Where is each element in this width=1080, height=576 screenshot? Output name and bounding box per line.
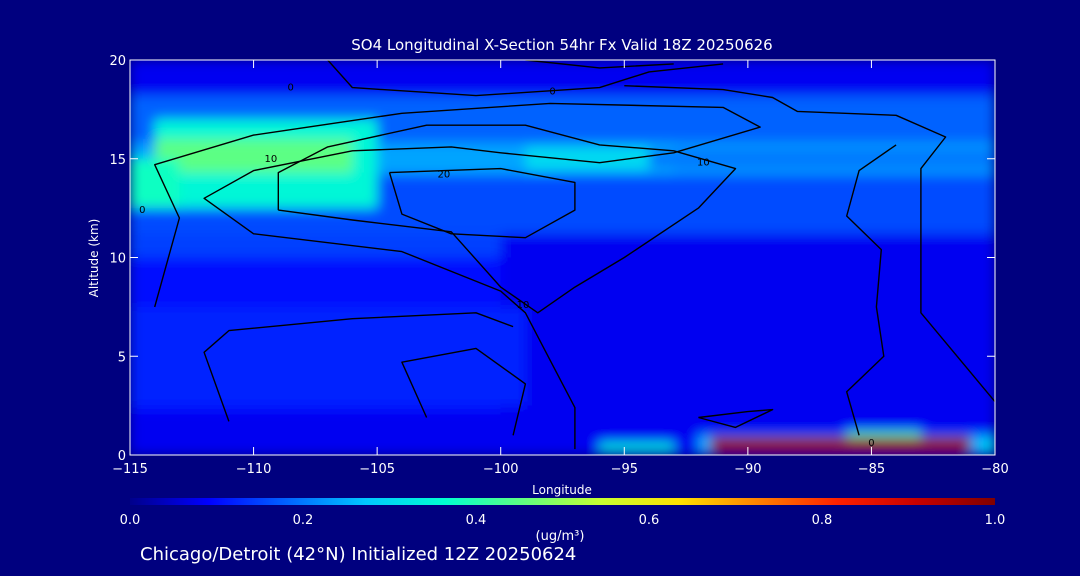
x-tick-label: −110 bbox=[236, 462, 272, 477]
y-tick-label: 5 bbox=[118, 350, 126, 365]
field-cell bbox=[154, 139, 353, 173]
contour-line-0 bbox=[525, 60, 674, 69]
colorbar-gradient bbox=[130, 498, 995, 505]
x-tick-label: −80 bbox=[981, 462, 1008, 477]
colorbar-tick-label: 0.8 bbox=[812, 513, 833, 528]
x-axis: −115 −110 −105 −100 −95 −90 −85 −80 bbox=[112, 60, 1009, 477]
field-cell bbox=[649, 148, 995, 169]
y-tick-label: 15 bbox=[109, 153, 126, 168]
y-axis: 0 5 10 15 20 bbox=[109, 54, 995, 464]
y-axis-label: Altitude (km) bbox=[87, 219, 101, 298]
y-tick-label: 20 bbox=[109, 54, 126, 69]
contour-label: 20 bbox=[438, 170, 451, 181]
field-cell bbox=[599, 443, 674, 452]
contour-line-20 bbox=[388, 167, 576, 239]
contour-label: 0 bbox=[139, 205, 145, 216]
field-cell bbox=[130, 306, 526, 406]
x-tick-label: −95 bbox=[611, 462, 638, 477]
y-tick-label: 10 bbox=[109, 252, 126, 267]
footer-caption: Chicago/Detroit (42°N) Initialized 12Z 2… bbox=[140, 544, 576, 565]
contour-label: 0 bbox=[868, 438, 874, 449]
field-cell bbox=[130, 233, 501, 258]
field-cell bbox=[982, 439, 995, 454]
contour-line-0 bbox=[203, 312, 514, 422]
colorbar-tick-label: 0.4 bbox=[466, 513, 487, 528]
colorbar-ticks: 0.0 0.2 0.4 0.6 0.8 1.0 bbox=[120, 513, 1006, 528]
x-tick-label: −90 bbox=[734, 462, 761, 477]
x-tick-label: −115 bbox=[112, 462, 148, 477]
plot-area: 0 0 10 10 20 10 0 0 bbox=[130, 60, 995, 455]
contour-lines: 0 0 10 10 20 10 0 0 bbox=[139, 60, 995, 449]
colorbar: 0.0 0.2 0.4 0.6 0.8 1.0 (ug/m³) bbox=[120, 498, 1006, 544]
contour-line-0 bbox=[624, 85, 995, 403]
contour-line-0 bbox=[401, 347, 527, 436]
contour-label: 0 bbox=[287, 83, 293, 94]
x-axis-label: Longitude bbox=[532, 483, 592, 497]
contour-label: 10 bbox=[517, 300, 530, 311]
colorbar-tick-label: 0.2 bbox=[293, 513, 314, 528]
contour-line-0 bbox=[327, 60, 724, 97]
contour-line-0 bbox=[846, 144, 897, 436]
field-cell bbox=[846, 431, 921, 438]
field-cell bbox=[525, 146, 674, 171]
colorbar-tick-label: 0.6 bbox=[639, 513, 660, 528]
contour-line-10 bbox=[277, 124, 737, 314]
colorbar-label: (ug/m³) bbox=[536, 529, 585, 544]
y-tick-label: 0 bbox=[118, 449, 126, 464]
colorbar-tick-label: 0.0 bbox=[120, 513, 141, 528]
contour-label: 0 bbox=[549, 87, 555, 98]
concentration-field bbox=[130, 60, 995, 455]
contour-line-10 bbox=[154, 102, 761, 450]
x-tick-label: −105 bbox=[359, 462, 395, 477]
colorbar-tick-label: 1.0 bbox=[985, 513, 1006, 528]
x-tick-label: −85 bbox=[858, 462, 885, 477]
contour-line-0 bbox=[698, 408, 774, 429]
contour-label: 10 bbox=[697, 158, 710, 169]
chart-title: SO4 Longitudinal X-Section 54hr Fx Valid… bbox=[351, 36, 772, 54]
contour-label: 10 bbox=[265, 154, 278, 165]
x-tick-label: −100 bbox=[483, 462, 519, 477]
field-cell bbox=[710, 437, 971, 454]
